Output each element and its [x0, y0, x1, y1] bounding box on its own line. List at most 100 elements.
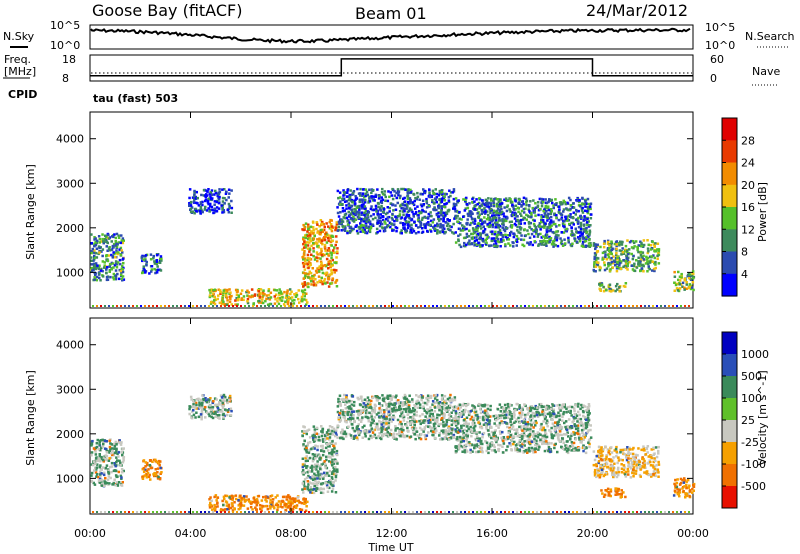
ground-scatter-cell — [588, 305, 590, 307]
echo-cell — [111, 244, 115, 248]
y-tick-label: 2000 — [56, 222, 84, 235]
echo-cell — [257, 494, 261, 498]
echo-cell — [386, 211, 389, 215]
ground-scatter-cell — [452, 305, 454, 307]
echo-cell — [154, 271, 157, 275]
echo-cell — [417, 216, 420, 220]
echo-cell — [646, 270, 649, 273]
echo-cell — [547, 229, 550, 233]
echo-cell — [365, 224, 368, 227]
echo-cell — [459, 222, 462, 225]
echo-cell — [685, 283, 688, 286]
echo-cell — [422, 203, 425, 206]
echo-cell — [503, 198, 506, 201]
echo-cell — [359, 230, 362, 233]
echo-cell — [226, 401, 229, 405]
echo-cell — [307, 228, 310, 231]
echo-cell — [421, 421, 424, 424]
echo-cell — [98, 276, 101, 280]
ground-scatter-cell — [568, 305, 570, 307]
echo-cell — [377, 216, 381, 219]
echo-cell — [577, 231, 580, 234]
echo-cell — [321, 282, 324, 286]
echo-cell — [587, 242, 591, 245]
echo-cell — [392, 229, 395, 232]
echo-cell — [113, 252, 116, 256]
echo-cell — [433, 436, 437, 440]
echo-cell — [231, 503, 234, 506]
echo-cell — [438, 197, 441, 201]
echo-cell — [286, 291, 289, 294]
echo-cell — [387, 420, 391, 424]
echo-cell — [692, 288, 695, 292]
echo-cell — [391, 218, 394, 221]
echo-cell — [481, 244, 484, 247]
echo-cell — [342, 432, 345, 436]
echo-cell — [101, 254, 104, 258]
echo-cell — [388, 418, 392, 421]
echo-cell — [532, 229, 535, 232]
echo-cell — [391, 187, 394, 191]
echo-cell — [215, 414, 219, 417]
echo-cell — [403, 218, 407, 221]
echo-cell — [496, 234, 499, 237]
echo-cell — [93, 256, 96, 259]
echo-cell — [198, 402, 202, 406]
echo-cell — [403, 401, 406, 404]
echo-cell — [387, 422, 391, 425]
echo-cell — [505, 205, 509, 209]
echo-cell — [269, 296, 273, 299]
echo-cell — [324, 235, 327, 238]
echo-cell — [102, 240, 105, 243]
echo-cell — [218, 190, 222, 194]
echo-cell — [205, 399, 208, 403]
echo-cell — [144, 258, 147, 261]
echo-cell — [433, 192, 437, 196]
echo-cell — [440, 209, 443, 212]
echo-cell — [500, 207, 503, 211]
echo-cell — [610, 242, 613, 246]
echo-cell — [331, 484, 334, 487]
echo-cell — [236, 298, 240, 302]
echo-cell — [325, 252, 329, 255]
echo-cell — [336, 250, 339, 253]
echo-cell — [383, 229, 387, 232]
echo-cell — [302, 258, 305, 261]
echo-cell — [532, 222, 536, 226]
echo-cell — [548, 237, 551, 241]
echo-cell — [216, 194, 219, 198]
echo-cell — [335, 449, 339, 453]
echo-cell — [117, 236, 121, 239]
echo-cell — [226, 208, 229, 212]
echo-cell — [392, 432, 396, 435]
ground-scatter-cell — [280, 305, 282, 307]
echo-cell — [403, 226, 406, 229]
echo-cell — [333, 246, 336, 249]
echo-cell — [189, 210, 193, 214]
echo-cell — [391, 229, 394, 232]
echo-cell — [334, 465, 337, 469]
echo-cell — [412, 213, 415, 216]
echo-cell — [212, 211, 215, 215]
echo-cell — [210, 412, 214, 415]
echo-cell — [153, 471, 157, 475]
echo-cell — [579, 221, 583, 225]
echo-cell — [397, 193, 400, 197]
echo-cell — [427, 421, 430, 425]
ground-scatter-cell — [680, 305, 682, 307]
echo-cell — [93, 448, 97, 452]
echo-cell — [452, 421, 455, 425]
echo-cell — [582, 224, 586, 227]
echo-cell — [267, 293, 271, 297]
echo-cell — [199, 398, 203, 402]
echo-cell — [321, 438, 325, 441]
echo-cell — [289, 500, 293, 503]
echo-cell — [208, 295, 212, 299]
echo-cell — [210, 193, 213, 196]
echo-cell — [580, 203, 584, 206]
echo-cell — [94, 243, 98, 247]
echo-cell — [320, 247, 323, 251]
echo-cell — [199, 212, 202, 215]
echo-cell — [152, 257, 155, 260]
